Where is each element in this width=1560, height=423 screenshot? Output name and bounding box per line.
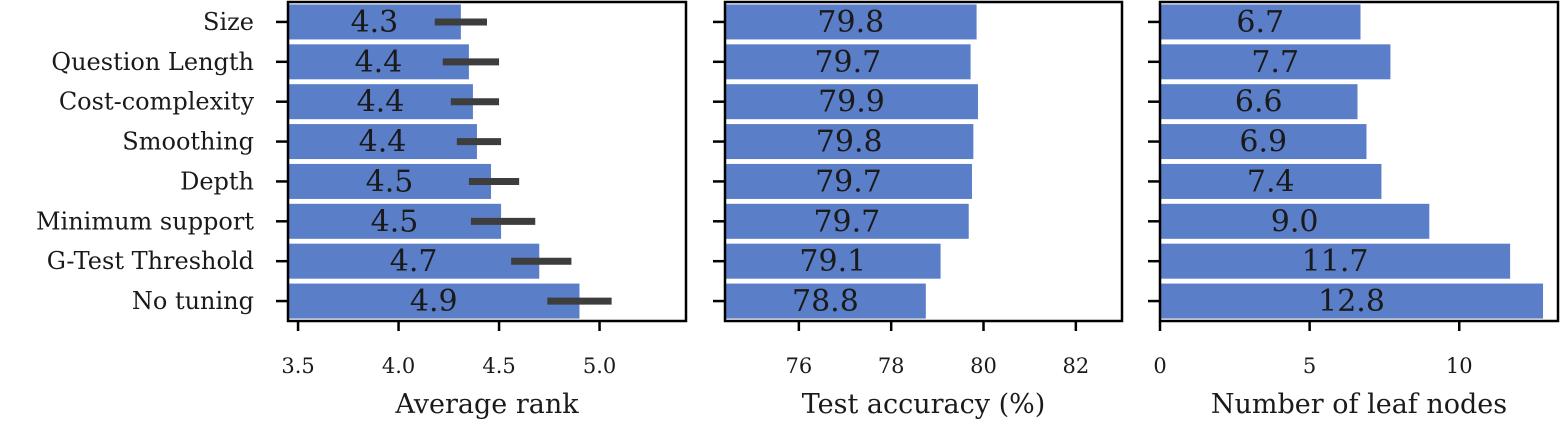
chart-panel-3: 6.7 7.7 6.6 6.9 7.4 9.0 11.7 12.8 0 5 10 Number of … [1148, 0, 1560, 420]
plot-frame [286, 0, 688, 323]
bar-value-label: 79.8 [816, 125, 883, 160]
bar [725, 4, 977, 40]
bar [725, 243, 941, 279]
bar [725, 44, 971, 80]
category-label: Cost-complexity [59, 88, 255, 116]
x-axis-label: Test accuracy (%) [802, 389, 1046, 420]
x-tick-label: 76 [785, 354, 812, 378]
chart-panel-2: 79.8 79.7 79.9 79.8 79.7 79.7 79.1 78.8 76 78 80 82… [713, 0, 1124, 420]
bar-value-label: 4.5 [371, 204, 419, 239]
x-tick-label: 5.0 [583, 354, 616, 378]
x-tick-label: 3.5 [281, 354, 314, 378]
bar-value-label: 79.7 [814, 45, 881, 80]
x-tick-label: 4.5 [482, 354, 515, 378]
category-label: Question Length [51, 48, 254, 76]
x-tick-label: 78 [878, 354, 905, 378]
category-label: G-Test Threshold [47, 247, 254, 275]
bar [288, 163, 492, 199]
bar [725, 124, 974, 160]
x-tick-label: 10 [1446, 354, 1473, 378]
bar [288, 283, 580, 319]
bar [1160, 283, 1544, 319]
bar [288, 84, 473, 120]
bar-value-label: 4.5 [366, 164, 414, 199]
bar-value-label: 4.4 [355, 45, 403, 80]
category-label: Depth [180, 167, 254, 195]
bar-value-label: 6.7 [1236, 5, 1284, 40]
x-tick-label: 0 [1153, 354, 1166, 378]
bar [1160, 44, 1391, 80]
bar-value-label: 7.7 [1251, 45, 1299, 80]
bar [725, 203, 969, 239]
plot-frame [1158, 0, 1560, 323]
bar-value-label: 4.9 [410, 284, 458, 319]
bar-value-label: 79.7 [813, 204, 880, 239]
bar-value-label: 79.7 [815, 164, 882, 199]
category-label: No tuning [132, 287, 254, 315]
bar [725, 163, 972, 199]
x-tick-label: 80 [970, 354, 997, 378]
bar [1160, 243, 1511, 279]
bar [1160, 124, 1367, 160]
chart-panel-1: 4.3 4.4 4.4 4.4 4.5 4.5 4.7 4.9 Size Question Len… [36, 0, 688, 420]
category-label: Minimum support [36, 207, 254, 235]
bar [725, 84, 978, 120]
bar-value-label: 79.8 [817, 5, 884, 40]
category-label: Smoothing [122, 128, 254, 156]
bar [288, 243, 540, 279]
bar-value-label: 7.4 [1247, 164, 1295, 199]
bar [288, 124, 477, 160]
bar-value-label: 78.8 [792, 284, 859, 319]
bar-value-label: 4.7 [390, 244, 438, 279]
plot-frame [723, 0, 1124, 323]
bar-value-label: 79.9 [818, 85, 885, 120]
bar-value-label: 4.4 [359, 125, 407, 160]
x-tick-label: 82 [1062, 354, 1089, 378]
bar-value-label: 79.1 [799, 244, 866, 279]
bar [1160, 203, 1430, 239]
bar-value-label: 4.3 [351, 5, 399, 40]
x-tick-label: 5 [1303, 354, 1316, 378]
category-label: Size [203, 8, 254, 36]
bar [288, 203, 502, 239]
bar [1160, 163, 1382, 199]
x-axis-label: Number of leaf nodes [1211, 389, 1507, 420]
x-tick-label: 4.0 [382, 354, 415, 378]
bar [288, 4, 461, 40]
bar-value-label: 9.0 [1271, 204, 1319, 239]
bar [288, 44, 469, 80]
bar-value-label: 4.4 [357, 85, 405, 120]
bar-value-label: 6.9 [1239, 125, 1287, 160]
x-axis-label: Average rank [394, 389, 579, 420]
bar [725, 283, 926, 319]
bar-value-label: 12.8 [1318, 284, 1385, 319]
bar-value-label: 11.7 [1302, 244, 1369, 279]
bar [1160, 4, 1361, 40]
bar-value-label: 6.6 [1235, 85, 1283, 120]
bar [1160, 84, 1358, 120]
